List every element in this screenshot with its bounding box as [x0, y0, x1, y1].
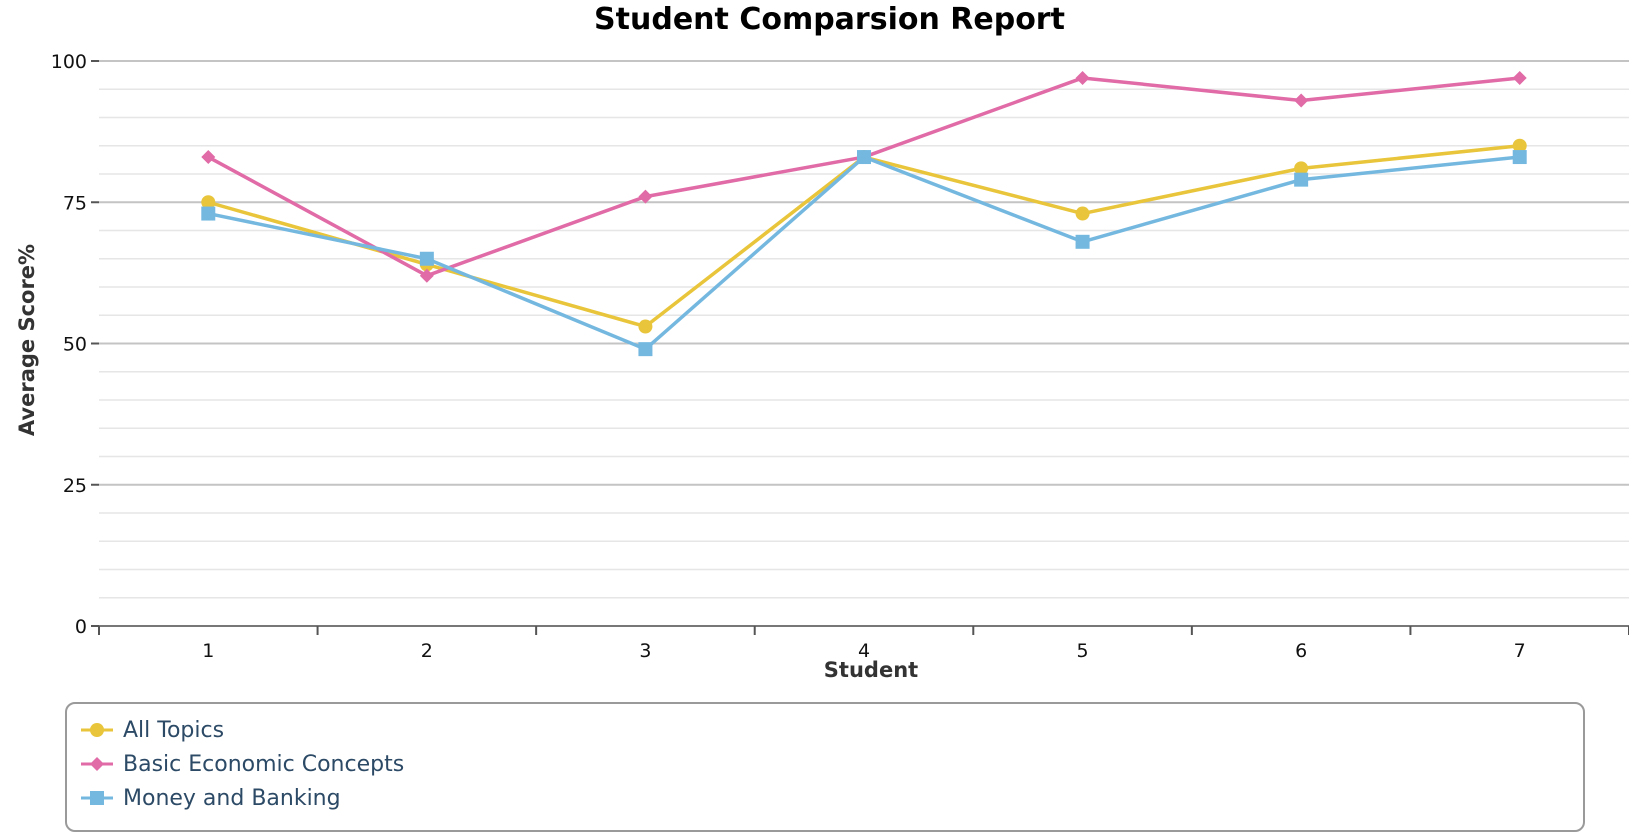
data-point [201, 195, 216, 210]
x-tick-label: 6 [1295, 640, 1307, 662]
data-point [1294, 172, 1309, 187]
data-point [201, 150, 216, 165]
data-point [1512, 70, 1527, 85]
chart-title: Student Comparsion Report [594, 2, 1065, 37]
legend-item-basic-economic-concepts[interactable]: Basic Economic Concepts [81, 749, 404, 779]
x-tick-label: 4 [858, 640, 870, 662]
data-point [1294, 93, 1309, 108]
series-line [207, 144, 1520, 329]
series-all-topics [201, 138, 1527, 334]
data-point [1075, 206, 1090, 221]
x-tick-label: 1 [202, 640, 214, 662]
data-point [857, 150, 871, 165]
y-tick-label: 75 [63, 192, 87, 214]
x-tick-label: 2 [421, 640, 433, 662]
legend: All Topics Basic Economic Concepts Money… [65, 702, 1585, 832]
x-axis-title: Student [823, 658, 919, 682]
data-point [1294, 161, 1309, 176]
legend-marker-circle-icon [81, 723, 113, 737]
data-point [638, 319, 653, 334]
legend-item-money-and-banking[interactable]: Money and Banking [81, 783, 341, 813]
data-point [1512, 138, 1527, 153]
y-tick-label: 100 [51, 51, 87, 73]
data-point [1075, 234, 1090, 249]
legend-label: Money and Banking [123, 785, 341, 811]
data-point [419, 268, 434, 283]
series-line [207, 155, 1520, 351]
x-tick-label: 3 [639, 640, 651, 662]
series-layer [201, 70, 1527, 357]
legend-label: All Topics [123, 717, 225, 743]
grid-layer [99, 60, 1629, 599]
x-tick-label: 5 [1077, 640, 1089, 662]
legend-marker-square-icon [81, 791, 113, 805]
data-point [419, 251, 434, 266]
data-point [638, 189, 653, 204]
x-tick-label: 7 [1514, 640, 1526, 662]
legend-item-all-topics[interactable]: All Topics [81, 715, 224, 745]
y-tick-label: 50 [63, 334, 87, 356]
axis-layer: 0 25 50 75 100 1 2 3 4 5 6 7 [51, 51, 1629, 662]
y-tick-label: 0 [75, 616, 87, 638]
data-point [1512, 150, 1527, 165]
legend-label: Basic Economic Concepts [123, 751, 405, 777]
data-point [201, 206, 216, 221]
y-tick-label: 25 [63, 475, 87, 497]
series-money-and-banking [201, 150, 1527, 357]
legend-marker-diamond-icon [81, 757, 113, 771]
plot-area: 0 25 50 75 100 1 2 3 4 5 6 7 [51, 51, 1629, 662]
data-point [1075, 70, 1090, 85]
data-point [638, 342, 653, 357]
